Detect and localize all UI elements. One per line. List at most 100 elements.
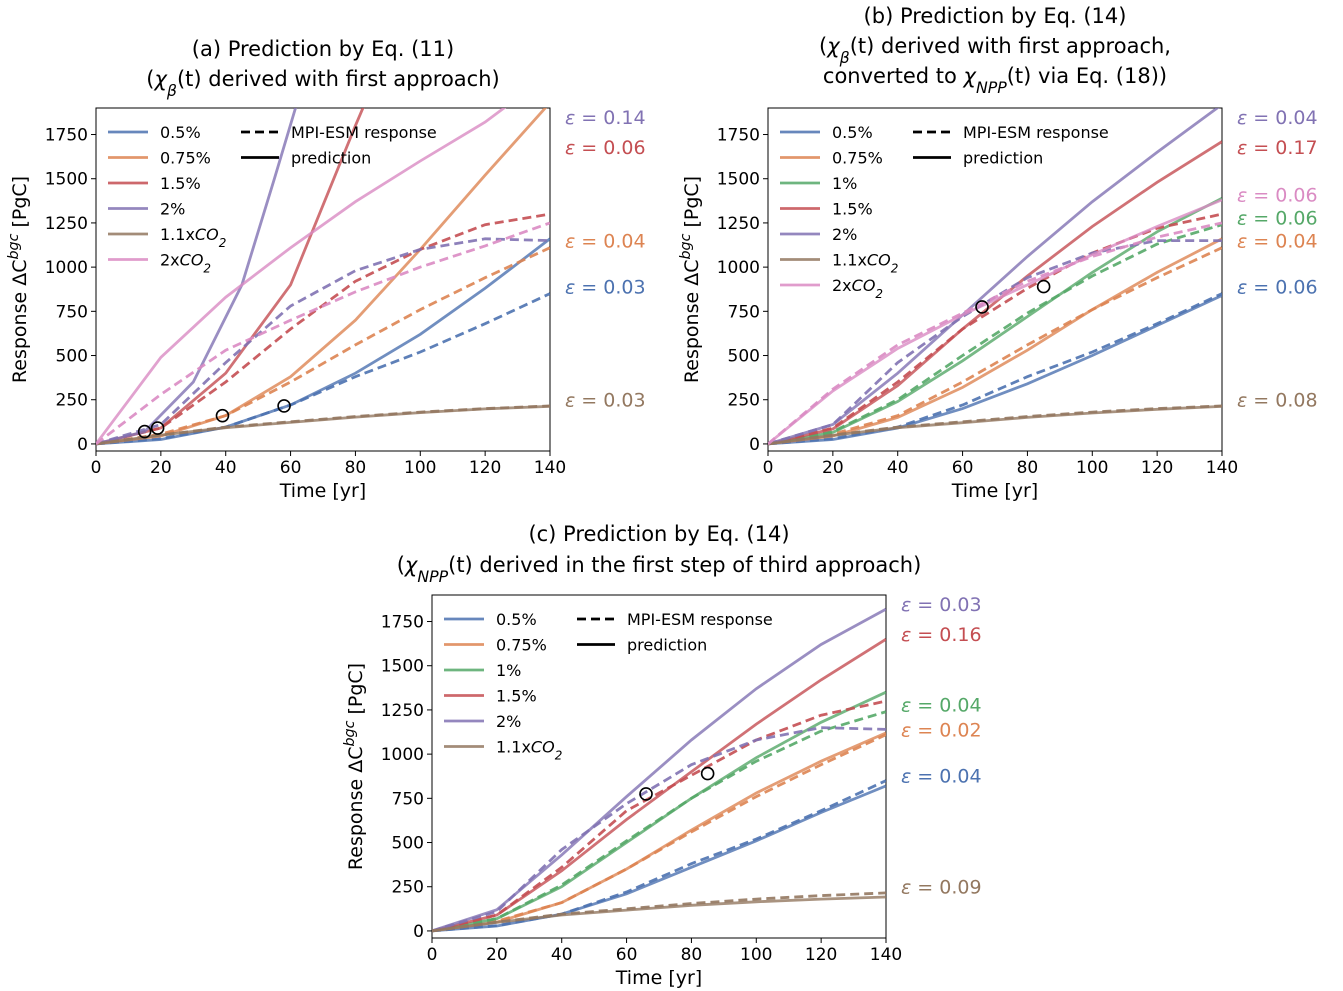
chart-title-line: (c) Prediction by Eq. (14) bbox=[528, 522, 789, 546]
chart-b: (b) Prediction by Eq. (14) (χβ(t) derived… bbox=[678, 4, 1318, 502]
y-tick-label: 1500 bbox=[45, 170, 88, 190]
x-tick-label: 20 bbox=[822, 458, 844, 478]
x-tick-label: 80 bbox=[345, 458, 367, 478]
x-tick-label: 20 bbox=[486, 945, 508, 965]
x-axis-label: Time [yr] bbox=[951, 480, 1038, 502]
chart-title-line: (χβ(t) derived with first approach, bbox=[819, 34, 1171, 67]
y-tick-label: 1000 bbox=[381, 745, 424, 765]
legend-label: 1.5% bbox=[496, 687, 537, 706]
y-tick-label: 1000 bbox=[717, 258, 760, 278]
x-tick-label: 80 bbox=[1017, 458, 1039, 478]
mpi-esm-line bbox=[768, 246, 1222, 446]
chart-title-line: (χβ(t) derived with first approach) bbox=[146, 67, 499, 100]
epsilon-label: ε = 0.06 bbox=[1237, 185, 1318, 207]
mpi-esm-line bbox=[96, 221, 550, 446]
legend-solid-label: prediction bbox=[291, 149, 371, 168]
legend-label: 1.5% bbox=[832, 200, 873, 219]
series-group bbox=[768, 108, 1222, 446]
y-axis-label: Response ΔCbgc [PgC] bbox=[342, 663, 367, 870]
legend-label: 1.1xCO2 bbox=[832, 251, 898, 276]
circle-marker bbox=[215, 408, 230, 423]
prediction-line bbox=[432, 607, 886, 933]
legend-label: 1% bbox=[832, 174, 857, 193]
legend-label: 0.5% bbox=[832, 123, 873, 142]
mpi-esm-line bbox=[432, 699, 886, 933]
chart-title-line: (a) Prediction by Eq. (11) bbox=[192, 37, 454, 61]
mpi-esm-line bbox=[768, 223, 1222, 446]
legend-label: 1.1xCO2 bbox=[496, 738, 562, 763]
y-tick-label: 500 bbox=[728, 347, 760, 367]
y-tick-label: 1750 bbox=[717, 126, 760, 146]
y-tick-label: 1500 bbox=[381, 657, 424, 677]
legend-dashed-label: MPI-ESM response bbox=[627, 610, 773, 629]
legend-label: 2% bbox=[160, 200, 185, 219]
y-tick-label: 0 bbox=[749, 435, 760, 455]
legend-label: 2xCO2 bbox=[832, 276, 883, 301]
x-tick-label: 0 bbox=[91, 458, 102, 478]
y-tick-label: 500 bbox=[56, 347, 88, 367]
prediction-line bbox=[432, 638, 886, 933]
plot-frame bbox=[431, 594, 887, 939]
circle-marker bbox=[150, 421, 165, 435]
epsilon-label: ε = 0.06 bbox=[1237, 208, 1318, 230]
x-tick-label: 40 bbox=[215, 458, 237, 478]
epsilon-label: ε = 0.14 bbox=[565, 107, 646, 129]
prediction-line bbox=[96, 108, 297, 446]
legend-dashed-label: MPI-ESM response bbox=[291, 123, 437, 142]
x-tick-label: 140 bbox=[870, 945, 902, 965]
y-tick-label: 1750 bbox=[381, 613, 424, 633]
epsilon-label: ε = 0.02 bbox=[901, 719, 982, 741]
series-group bbox=[432, 607, 886, 933]
x-tick-label: 140 bbox=[534, 458, 566, 478]
epsilon-label: ε = 0.06 bbox=[565, 137, 646, 159]
x-tick-label: 20 bbox=[150, 458, 172, 478]
x-tick-label: 0 bbox=[763, 458, 774, 478]
y-tick-label: 250 bbox=[392, 878, 424, 898]
x-tick-label: 120 bbox=[1141, 458, 1173, 478]
mpi-esm-line bbox=[768, 221, 1222, 445]
y-tick-label: 0 bbox=[77, 435, 88, 455]
y-tick-label: 0 bbox=[413, 922, 424, 942]
y-tick-label: 1750 bbox=[45, 126, 88, 146]
mpi-esm-line bbox=[768, 404, 1222, 446]
prediction-line bbox=[768, 237, 1222, 446]
y-tick-label: 750 bbox=[728, 302, 760, 322]
x-tick-label: 100 bbox=[740, 945, 772, 965]
circle-marker bbox=[975, 300, 989, 314]
legend-label: 1.5% bbox=[160, 174, 201, 193]
circle-marker bbox=[639, 787, 653, 801]
x-tick-label: 60 bbox=[952, 458, 974, 478]
legend-solid-label: prediction bbox=[963, 149, 1043, 168]
circle-marker bbox=[1036, 279, 1051, 294]
legend-label: 0.75% bbox=[832, 149, 883, 168]
epsilon-label: ε = 0.16 bbox=[901, 624, 982, 646]
x-tick-label: 40 bbox=[887, 458, 909, 478]
y-tick-label: 750 bbox=[56, 302, 88, 322]
legend-label: 0.75% bbox=[496, 636, 547, 655]
mpi-esm-line bbox=[96, 237, 550, 446]
plot-frame bbox=[95, 107, 551, 452]
prediction-line bbox=[432, 731, 886, 933]
x-tick-label: 100 bbox=[1076, 458, 1108, 478]
mpi-esm-line bbox=[432, 733, 886, 933]
chart-title-line: converted to χNPP(t) via Eq. (18)) bbox=[823, 64, 1167, 97]
epsilon-label: ε = 0.06 bbox=[1237, 277, 1318, 299]
epsilon-label: ε = 0.09 bbox=[901, 877, 982, 899]
x-tick-label: 0 bbox=[427, 945, 438, 965]
circle-marker bbox=[277, 399, 291, 413]
epsilon-label: ε = 0.08 bbox=[1237, 390, 1318, 412]
x-tick-label: 60 bbox=[616, 945, 638, 965]
legend-label: 2% bbox=[496, 712, 521, 731]
chart-a: (a) Prediction by Eq. (11) (χβ(t) derived… bbox=[6, 37, 646, 502]
mpi-esm-line bbox=[768, 292, 1222, 446]
mpi-esm-line bbox=[432, 726, 886, 933]
y-tick-label: 1500 bbox=[717, 170, 760, 190]
prediction-line bbox=[96, 108, 507, 445]
x-tick-label: 120 bbox=[469, 458, 501, 478]
x-tick-label: 40 bbox=[551, 945, 573, 965]
legend-label: 0.5% bbox=[160, 123, 201, 142]
circle-marker bbox=[137, 424, 152, 439]
mpi-esm-line bbox=[432, 779, 886, 933]
chart-title-line: (b) Prediction by Eq. (14) bbox=[864, 4, 1127, 28]
